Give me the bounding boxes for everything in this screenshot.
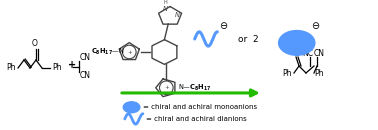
Text: O: O — [294, 50, 300, 58]
Text: N—$\mathbf{C_8H_{17}}$: N—$\mathbf{C_8H_{17}}$ — [178, 83, 212, 93]
Text: = chiral and achiral dianions: = chiral and achiral dianions — [146, 116, 246, 122]
Text: +: + — [164, 85, 169, 90]
Text: Ph: Ph — [314, 69, 324, 77]
Text: Ph: Ph — [6, 63, 15, 73]
Text: ⊖: ⊖ — [311, 21, 319, 31]
Text: Ph: Ph — [52, 63, 62, 73]
Text: $\mathbf{C_8H_{17}}$—N: $\mathbf{C_8H_{17}}$—N — [91, 47, 125, 57]
Text: N: N — [175, 12, 180, 18]
Text: Ph: Ph — [282, 69, 291, 77]
Text: CN: CN — [80, 54, 91, 63]
Text: ⊖: ⊖ — [219, 21, 228, 31]
Ellipse shape — [279, 31, 315, 55]
Text: O: O — [32, 39, 38, 48]
Text: N: N — [163, 6, 168, 12]
Text: or  2: or 2 — [238, 34, 259, 44]
Text: +: + — [127, 50, 132, 54]
Text: +: + — [68, 60, 76, 70]
Text: H: H — [164, 0, 167, 5]
Text: CN: CN — [314, 48, 325, 57]
Ellipse shape — [123, 102, 140, 113]
Text: CN: CN — [80, 70, 91, 80]
Text: NC: NC — [302, 48, 313, 57]
Text: = chiral and achiral monoanions: = chiral and achiral monoanions — [143, 104, 257, 110]
